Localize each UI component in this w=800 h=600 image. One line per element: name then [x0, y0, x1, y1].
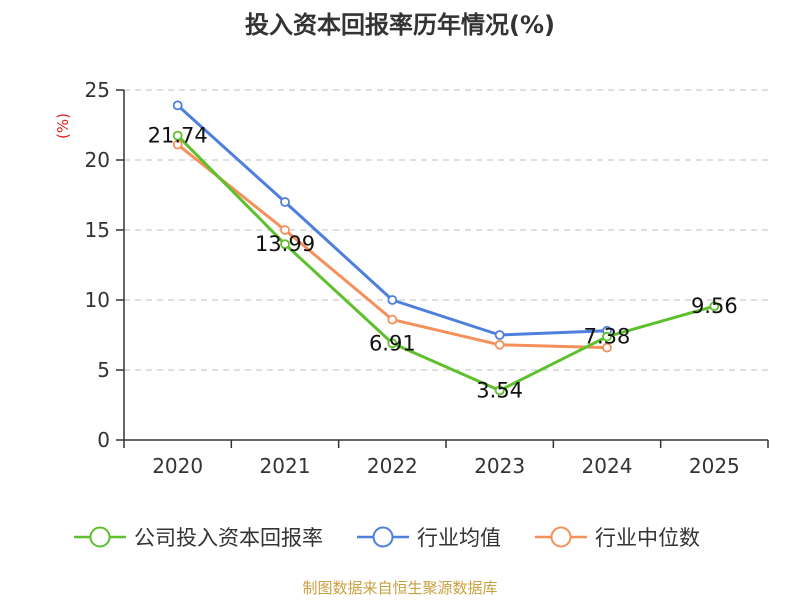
data-label: 21.74: [148, 124, 208, 148]
data-point[interactable]: [602, 342, 612, 353]
data-point[interactable]: [172, 100, 183, 111]
x-tick-label: 2022: [367, 454, 418, 478]
x-tick-label: 2025: [689, 454, 740, 478]
data-point[interactable]: [709, 301, 720, 312]
series-lines: [172, 100, 720, 396]
data-point[interactable]: [387, 295, 398, 305]
legend[interactable]: 公司投入资本回报率 行业均值 行业中位数: [74, 526, 700, 550]
legend-item[interactable]: 公司投入资本回报率: [74, 526, 323, 550]
legend-marker: [372, 526, 394, 548]
data-point[interactable]: [387, 314, 398, 325]
source-note: 制图数据来自恒生聚源数据库: [302, 579, 497, 597]
legend-marker: [550, 526, 572, 548]
data-label: 6.91: [369, 331, 416, 355]
data-label: 13.99: [255, 232, 315, 256]
data-point[interactable]: [602, 331, 612, 342]
x-tick-label: 2021: [260, 454, 311, 478]
legend-item[interactable]: 行业中位数: [535, 526, 700, 550]
data-point[interactable]: [280, 225, 290, 235]
data-point[interactable]: [172, 130, 183, 141]
data-label: 9.56: [691, 294, 738, 318]
data-labels: 21.74 13.99 6.91 3.54 7.38 9.56: [148, 124, 738, 403]
y-tick-label: 25: [85, 78, 110, 102]
chart-title: 投入资本回报率历年情况(%): [245, 11, 555, 39]
x-tick-label: 2023: [474, 454, 525, 478]
data-point[interactable]: [494, 330, 505, 340]
x-tick-label: 2024: [582, 454, 633, 478]
legend-label: 公司投入资本回报率: [134, 526, 323, 550]
series-公司投入资本回报率: [172, 130, 720, 396]
series-line: [176, 134, 715, 392]
y-axis-label: (%): [54, 113, 72, 139]
data-point[interactable]: [280, 197, 290, 207]
data-point[interactable]: [387, 338, 398, 349]
y-tick-label: 0: [97, 428, 110, 452]
y-tick-label: 5: [97, 358, 110, 382]
y-tick-label: 10: [85, 288, 110, 312]
x-tick-label: 2020: [152, 454, 203, 478]
data-point[interactable]: [494, 385, 505, 396]
data-label: 3.54: [476, 378, 523, 402]
data-label: 7.38: [584, 325, 631, 349]
legend-label: 行业均值: [417, 526, 501, 550]
legend-marker: [89, 526, 111, 548]
data-point[interactable]: [494, 339, 505, 350]
series-行业中位数: [172, 139, 612, 353]
data-point[interactable]: [280, 239, 290, 250]
data-point[interactable]: [172, 139, 183, 150]
series-行业均值: [172, 100, 612, 340]
y-tick-label: 15: [85, 218, 110, 242]
y-tick-label: 20: [85, 148, 110, 172]
legend-item[interactable]: 行业均值: [357, 526, 501, 550]
legend-label: 行业中位数: [595, 526, 700, 550]
grid-lines: [124, 89, 768, 371]
